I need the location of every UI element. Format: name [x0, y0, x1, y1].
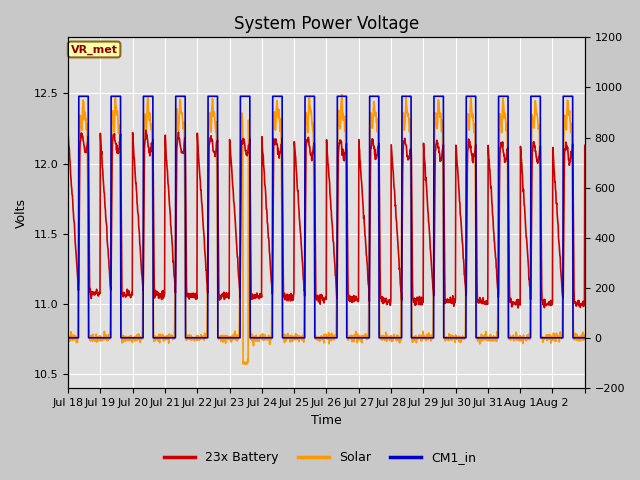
Solar	[313, 335, 321, 340]
Legend: 23x Battery, Solar, CM1_in: 23x Battery, Solar, CM1_in	[159, 446, 481, 469]
Line: CM1_in: CM1_in	[68, 96, 585, 338]
23x Battery	[448, 297, 456, 302]
Title: System Power Voltage: System Power Voltage	[234, 15, 419, 33]
23x Battery	[575, 298, 582, 303]
Solar	[338, 92, 346, 97]
CM1_in	[524, 335, 532, 341]
Text: VR_met: VR_met	[70, 44, 118, 55]
X-axis label: Time: Time	[311, 414, 342, 427]
CM1_in	[64, 335, 72, 341]
Solar	[524, 336, 532, 342]
CM1_in	[75, 94, 83, 99]
Line: Solar: Solar	[68, 95, 585, 364]
23x Battery	[64, 128, 72, 134]
Solar	[581, 333, 589, 338]
Y-axis label: Volts: Volts	[15, 198, 28, 228]
CM1_in	[313, 335, 321, 341]
23x Battery	[515, 305, 522, 311]
23x Battery	[142, 127, 150, 133]
Solar	[145, 110, 153, 116]
23x Battery	[313, 297, 321, 303]
23x Battery	[145, 150, 153, 156]
Solar	[575, 338, 582, 344]
23x Battery	[524, 260, 532, 266]
23x Battery	[303, 139, 311, 144]
Solar	[449, 333, 456, 339]
CM1_in	[145, 94, 153, 99]
CM1_in	[581, 335, 589, 341]
CM1_in	[448, 335, 456, 341]
Solar	[241, 361, 248, 367]
Solar	[64, 334, 72, 340]
23x Battery	[581, 143, 589, 148]
CM1_in	[303, 94, 311, 99]
Line: 23x Battery: 23x Battery	[68, 130, 585, 308]
CM1_in	[575, 335, 582, 341]
Solar	[303, 118, 311, 123]
